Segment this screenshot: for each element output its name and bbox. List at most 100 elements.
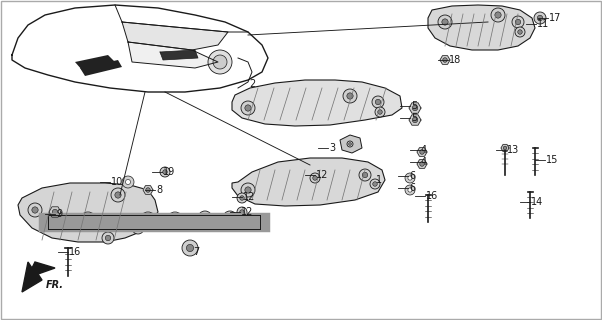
- Text: 5: 5: [411, 101, 417, 111]
- Polygon shape: [417, 160, 427, 168]
- Circle shape: [362, 172, 368, 178]
- Circle shape: [135, 225, 141, 231]
- Circle shape: [198, 211, 212, 225]
- Circle shape: [375, 107, 385, 117]
- Circle shape: [28, 203, 42, 217]
- Text: 6: 6: [409, 171, 415, 181]
- Polygon shape: [340, 135, 362, 153]
- Circle shape: [241, 101, 255, 115]
- Polygon shape: [409, 115, 421, 125]
- Circle shape: [373, 182, 377, 186]
- Circle shape: [172, 216, 179, 224]
- Polygon shape: [18, 183, 158, 242]
- Text: 13: 13: [507, 145, 520, 155]
- Circle shape: [115, 192, 121, 198]
- Polygon shape: [80, 60, 122, 76]
- Circle shape: [163, 170, 167, 174]
- Circle shape: [132, 222, 144, 234]
- Polygon shape: [440, 56, 450, 64]
- Circle shape: [347, 141, 353, 147]
- Text: 14: 14: [531, 197, 543, 207]
- Circle shape: [84, 216, 92, 224]
- Circle shape: [202, 215, 208, 221]
- Circle shape: [122, 176, 134, 188]
- Circle shape: [208, 50, 232, 74]
- Circle shape: [240, 196, 244, 200]
- Circle shape: [32, 207, 38, 213]
- Text: 15: 15: [546, 155, 559, 165]
- Circle shape: [518, 30, 523, 34]
- Text: 3: 3: [329, 143, 335, 153]
- Polygon shape: [12, 5, 268, 92]
- Circle shape: [515, 27, 525, 37]
- Polygon shape: [122, 22, 228, 50]
- Circle shape: [442, 19, 448, 25]
- Circle shape: [412, 117, 418, 123]
- Circle shape: [146, 188, 150, 192]
- Polygon shape: [232, 80, 402, 126]
- Text: 9: 9: [56, 209, 62, 219]
- Text: FR.: FR.: [46, 280, 64, 290]
- Circle shape: [182, 240, 198, 256]
- Circle shape: [223, 211, 237, 225]
- Circle shape: [377, 110, 382, 114]
- Polygon shape: [128, 42, 218, 68]
- Circle shape: [405, 185, 415, 195]
- Polygon shape: [143, 186, 153, 194]
- Text: 10: 10: [111, 177, 123, 187]
- Circle shape: [144, 216, 152, 224]
- Text: 12: 12: [316, 170, 328, 180]
- Polygon shape: [22, 262, 55, 292]
- Circle shape: [375, 99, 380, 105]
- Circle shape: [213, 55, 227, 69]
- Circle shape: [160, 167, 170, 177]
- Circle shape: [534, 12, 546, 24]
- Text: 4: 4: [421, 145, 427, 155]
- Polygon shape: [501, 145, 509, 151]
- Circle shape: [167, 212, 183, 228]
- Text: 8: 8: [156, 185, 162, 195]
- Circle shape: [491, 8, 505, 22]
- Circle shape: [125, 180, 131, 185]
- Polygon shape: [409, 103, 421, 113]
- Polygon shape: [232, 158, 385, 206]
- Circle shape: [245, 105, 251, 111]
- Text: 16: 16: [69, 247, 81, 257]
- Polygon shape: [428, 5, 535, 50]
- Circle shape: [237, 193, 247, 203]
- Circle shape: [313, 176, 317, 180]
- Circle shape: [343, 89, 357, 103]
- Polygon shape: [417, 148, 427, 156]
- Circle shape: [495, 12, 501, 18]
- Circle shape: [503, 146, 507, 150]
- Circle shape: [349, 143, 352, 145]
- Text: 4: 4: [421, 157, 427, 167]
- Circle shape: [515, 19, 521, 25]
- Circle shape: [420, 162, 424, 166]
- Circle shape: [241, 183, 255, 197]
- Circle shape: [372, 96, 384, 108]
- Circle shape: [80, 212, 96, 228]
- Circle shape: [140, 212, 156, 228]
- Circle shape: [538, 15, 542, 21]
- Circle shape: [405, 173, 415, 183]
- Circle shape: [105, 235, 111, 241]
- Circle shape: [512, 16, 524, 28]
- Circle shape: [412, 105, 418, 111]
- Circle shape: [310, 173, 320, 183]
- Text: 16: 16: [426, 191, 438, 201]
- Circle shape: [420, 150, 424, 154]
- Text: 12: 12: [241, 207, 253, 217]
- Circle shape: [442, 58, 447, 62]
- Circle shape: [111, 188, 125, 202]
- Circle shape: [52, 209, 58, 215]
- Circle shape: [359, 169, 371, 181]
- Text: 5: 5: [411, 113, 417, 123]
- Text: 1: 1: [376, 175, 382, 185]
- Text: 12: 12: [243, 192, 255, 202]
- Circle shape: [438, 15, 452, 29]
- Circle shape: [408, 188, 412, 192]
- Text: 6: 6: [409, 183, 415, 193]
- Text: 17: 17: [549, 13, 562, 23]
- Polygon shape: [49, 207, 61, 217]
